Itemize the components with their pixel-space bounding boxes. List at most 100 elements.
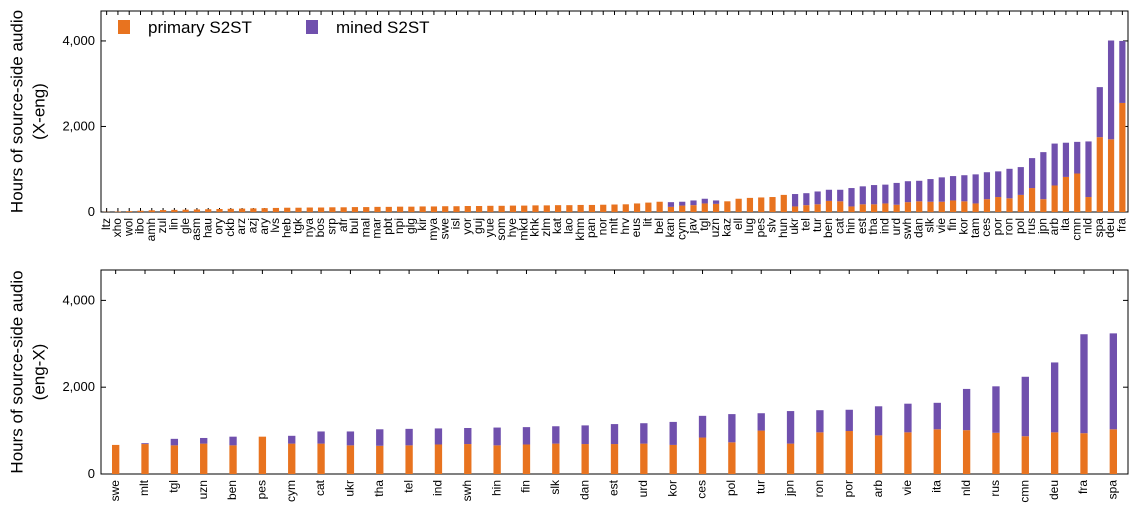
bar-primary-kor <box>669 444 677 474</box>
x-category-label: pes <box>753 218 767 237</box>
bar-primary-pes <box>258 436 267 474</box>
y-axis-label: Hours of source-side audio <box>7 270 26 473</box>
bar-mined-mlt <box>141 443 149 445</box>
bar-primary-kor <box>961 201 968 212</box>
bar-primary-eus <box>633 203 641 212</box>
bar-primary-srp <box>329 207 336 212</box>
x-category-label: jav <box>686 218 700 234</box>
x-category-label: xho <box>110 218 124 238</box>
x-category-label: ron <box>812 480 826 497</box>
bar-primary-tel <box>405 445 413 474</box>
bar-primary-est <box>859 204 866 212</box>
x-category-label: por <box>841 480 855 497</box>
x-category-label: mkd <box>516 218 530 241</box>
bar-mined-por <box>845 409 853 432</box>
x-category-label: tgk <box>291 217 305 234</box>
bar-primary-tgl <box>701 203 708 212</box>
x-category-label: kor <box>957 218 971 235</box>
bar-primary-ind <box>882 203 889 212</box>
x-category-label: arz <box>234 218 248 235</box>
bar-primary-ibo <box>137 210 144 212</box>
x-category-label: zlm <box>539 218 553 237</box>
bar-primary-amh <box>148 210 155 212</box>
bar-primary-swe <box>442 206 449 212</box>
x-category-label: vie <box>900 480 914 496</box>
bar-mined-est <box>859 186 866 205</box>
x-category-label: khk <box>528 217 542 237</box>
y-tick-label: 4,000 <box>62 292 95 307</box>
x-category-label: kaz <box>720 218 734 237</box>
x-category-label: nya <box>302 218 316 238</box>
bar-primary-ell <box>735 198 742 212</box>
y-tick-label: 0 <box>88 466 95 481</box>
bar-mined-tur <box>757 413 765 431</box>
bar-primary-pbt <box>385 206 392 212</box>
bar-primary-jav <box>690 205 697 212</box>
bar-primary-isl <box>453 206 460 212</box>
x-category-label: isl <box>449 218 463 229</box>
y-axis-label: (eng-X) <box>29 344 48 401</box>
x-category-label: npi <box>392 218 406 234</box>
x-category-label: arb <box>1047 218 1061 236</box>
x-category-label: swe <box>108 480 122 502</box>
bar-primary-kaz <box>724 201 731 212</box>
x-category-label: kor <box>665 480 679 497</box>
x-category-label: dan <box>911 218 925 238</box>
x-category-label: lit <box>641 217 655 226</box>
bar-primary-jpn <box>1040 199 1047 212</box>
y-axis-label: (X-eng) <box>29 83 48 140</box>
x-category-label: mlt <box>607 217 621 234</box>
bar-primary-khk <box>532 205 539 212</box>
x-category-label: jpn <box>783 480 797 497</box>
x-category-label: nld <box>959 480 973 496</box>
bar-primary-arb <box>874 435 883 474</box>
bar-mined-slk <box>552 426 560 444</box>
x-category-label: slv <box>765 218 779 233</box>
bar-primary-som <box>498 205 505 212</box>
chart-x-eng: 0 2,000 4,000 Hours of source-side audio (X-… <box>7 10 1128 241</box>
bar-primary-kan <box>667 206 675 212</box>
x-category-label: tgl <box>167 480 181 493</box>
bar-primary-fra <box>1080 433 1088 474</box>
x-category-label: heb <box>279 218 293 238</box>
bar-mined-rus <box>992 386 1000 433</box>
x-category-label: fra <box>1076 480 1090 494</box>
bar-mined-fra <box>1080 334 1088 434</box>
bar-primary-asm <box>193 209 201 212</box>
bar-mined-fin <box>949 176 957 201</box>
bar-primary-arb <box>1051 185 1058 212</box>
bar-primary-deu <box>1107 139 1115 212</box>
bar-mined-ben <box>229 436 237 446</box>
bar-mined-pol <box>1017 167 1024 195</box>
x-category-label: rus <box>988 480 1002 497</box>
bar-primary-lvs <box>272 207 280 212</box>
bar-primary-yue <box>487 205 494 212</box>
bar-primary-yor <box>464 206 471 212</box>
bar-primary-azj <box>250 208 257 212</box>
x-category-label: hun <box>776 218 790 238</box>
x-category-label: vie <box>934 218 948 234</box>
bar-primary-ita <box>1062 176 1070 212</box>
bar-mined-dan <box>916 180 923 202</box>
x-category-label: ind <box>878 218 892 234</box>
bar-primary-swh <box>464 444 472 474</box>
x-category-label: kan <box>663 218 677 237</box>
bar-mined-vie <box>938 177 945 202</box>
bar-primary-mar <box>374 206 381 212</box>
bar-primary-mkd <box>521 205 528 212</box>
x-category-label: swh <box>900 218 914 239</box>
bar-mined-ces <box>698 415 707 438</box>
bar-primary-kir <box>419 206 426 212</box>
x-category-label: cmn <box>1069 218 1083 241</box>
bar-primary-nya <box>306 207 313 212</box>
y-axis-label: Hours of source-side audio <box>7 10 26 213</box>
x-category-label: ita <box>1058 218 1072 231</box>
bar-primary-npi <box>396 206 404 212</box>
bar-mined-cat <box>317 431 325 444</box>
x-category-label: dan <box>577 480 591 500</box>
bar-mined-kan <box>667 202 675 207</box>
bar-primary-vie <box>938 201 945 212</box>
bar-primary-ces <box>698 437 707 474</box>
bar-primary-pol <box>728 442 736 474</box>
